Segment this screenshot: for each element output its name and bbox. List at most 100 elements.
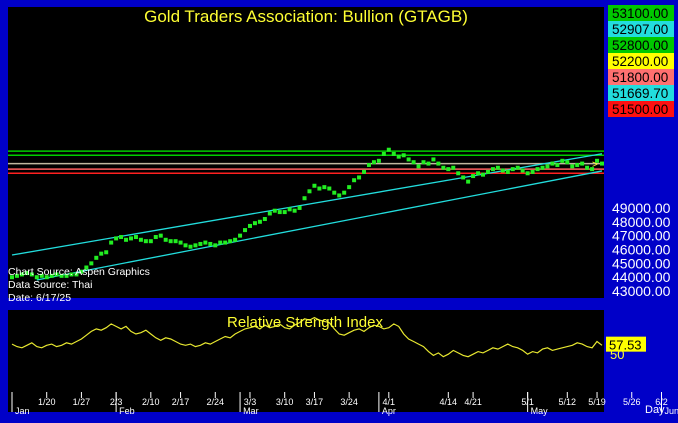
price-point [347,185,352,190]
price-point [495,165,500,170]
price-point [416,164,421,169]
price-point [555,162,560,167]
date-tick-label: 4/21 [464,397,482,407]
source-label: Date: 6/17/25 [8,292,71,304]
price-point [138,237,143,242]
price-point [277,210,282,215]
price-point [114,236,119,241]
price-point [79,269,84,274]
price-point [223,240,228,245]
price-level-badge [608,5,674,21]
date-tick-label: 2/10 [142,397,160,407]
price-panel [8,7,604,298]
date-tick-label: 5/26 [623,397,641,407]
price-point [515,165,520,170]
price-point [381,151,386,156]
date-tick-label: 1/20 [38,397,56,407]
price-point [282,210,287,215]
rsi-title: Relative Strength Index [227,314,383,331]
price-tick-label: 45000.00 [612,255,671,271]
price-tick-label: 43000.00 [612,283,671,299]
price-point [143,239,148,244]
price-point [456,171,461,176]
price-point [84,265,89,270]
price-point [485,169,490,174]
price-tick-label: 44000.00 [612,269,671,285]
date-tick-label: 2/24 [207,397,225,407]
source-label: Chart Source: Aspen Graphics [8,266,150,278]
price-point [530,169,535,174]
price-point [198,241,203,246]
price-point [426,161,431,166]
date-tick-label: 5/12 [559,397,577,407]
price-point [317,186,322,191]
price-point [520,168,525,173]
price-point [292,208,297,213]
price-point [94,255,99,260]
price-point [124,237,129,242]
price-level-badge [608,53,674,69]
price-point [64,273,69,278]
price-level-badge [608,21,674,37]
price-tick-label: 47000.00 [612,228,671,244]
price-point [585,165,590,170]
price-point [148,239,153,244]
price-point [188,244,193,249]
price-point [14,273,19,278]
price-point [267,211,272,216]
price-point [342,190,347,195]
price-point [208,241,213,246]
price-point [287,207,292,212]
month-label: Apr [382,406,396,416]
price-tick-label: 46000.00 [612,242,671,258]
price-point [466,179,471,184]
date-axis-panel [8,392,604,412]
date-tick-label: 4/1 [383,397,396,407]
price-point [193,243,198,248]
price-point [74,272,79,277]
price-point [436,161,441,166]
price-level-label: 53100.00 [612,6,668,21]
price-point [297,205,302,210]
price-level-label: 52200.00 [612,54,668,69]
price-point [272,208,277,213]
period-label: Day [645,404,665,416]
rsi-value-label: 57.53 [609,338,642,353]
price-point [540,165,545,170]
price-point [565,160,570,165]
price-point [595,158,600,163]
price-point [10,275,14,280]
price-point [371,160,376,165]
price-point [69,272,74,277]
chart-title: Gold Traders Association: Bullion (GTAGB… [144,7,468,26]
price-point [446,167,451,172]
price-point [327,186,332,191]
price-point [391,151,396,156]
price-point [451,165,456,170]
price-level-badge [608,69,674,85]
price-point [590,167,595,172]
price-level-label: 51669.70 [612,86,668,101]
channel-lower-line [36,170,603,281]
date-tick-label: 3/24 [340,397,358,407]
price-point [307,189,312,194]
rsi-line [11,316,603,358]
price-point [490,167,495,172]
price-point [262,217,267,222]
price-point [173,239,178,244]
price-point [525,171,530,176]
rsi-value-badge [606,336,646,352]
price-point [510,167,515,172]
price-point [252,221,257,226]
price-point [322,185,327,190]
price-point [505,169,510,174]
price-point [109,240,114,245]
date-tick-label: 2/17 [172,397,190,407]
price-point [421,160,426,165]
price-point [168,239,173,244]
price-point [128,236,133,241]
price-point [471,174,476,179]
price-point [580,161,585,166]
price-point [500,168,505,173]
